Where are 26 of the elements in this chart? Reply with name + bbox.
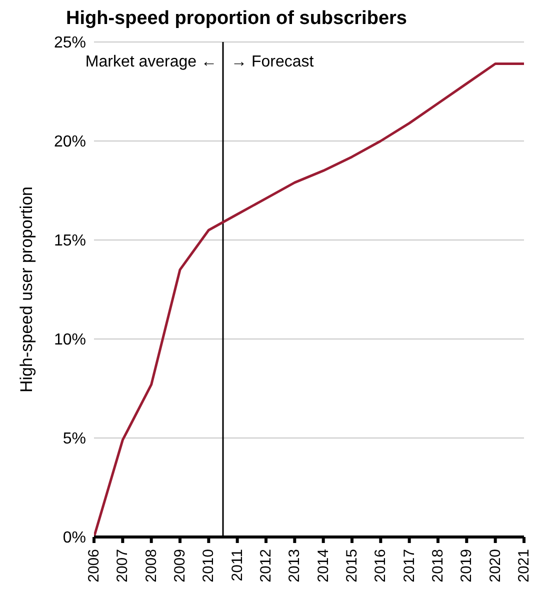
- annotation: → Forecast: [231, 53, 314, 70]
- x-tick-label: 2006: [86, 549, 102, 582]
- x-tick-label: 2010: [200, 549, 218, 582]
- x-tick-label: 2015: [344, 549, 360, 582]
- chart-title: High-speed proportion of subscribers: [66, 8, 408, 31]
- x-tick-label: 2008: [142, 549, 160, 582]
- x-tick-label: 2011: [228, 549, 246, 582]
- annotation: Market average ←: [85, 53, 217, 70]
- y-tick-label: 15%: [54, 232, 86, 250]
- x-tick-label: 2012: [258, 549, 274, 582]
- x-tick-label: 2007: [114, 549, 132, 582]
- x-tick-label: 2021: [516, 549, 532, 582]
- x-tick-label: 2018: [430, 549, 446, 582]
- y-axis-title: High-speed user proportion: [17, 186, 36, 393]
- x-tick-label: 2009: [172, 549, 188, 582]
- y-tick-label: 5%: [62, 430, 86, 448]
- x-tick-label: 2020: [486, 549, 504, 582]
- x-tick-label: 2019: [458, 549, 476, 582]
- x-tick-label: 2013: [286, 549, 304, 582]
- y-tick-label: 10%: [54, 332, 86, 349]
- y-tick-label: 25%: [54, 34, 86, 52]
- x-tick-label: 2016: [372, 549, 390, 582]
- y-tick-label: 0%: [62, 530, 86, 547]
- y-tick-label: 20%: [54, 134, 86, 151]
- x-tick-label: 2014: [314, 549, 332, 582]
- x-tick-label: 2017: [400, 549, 418, 582]
